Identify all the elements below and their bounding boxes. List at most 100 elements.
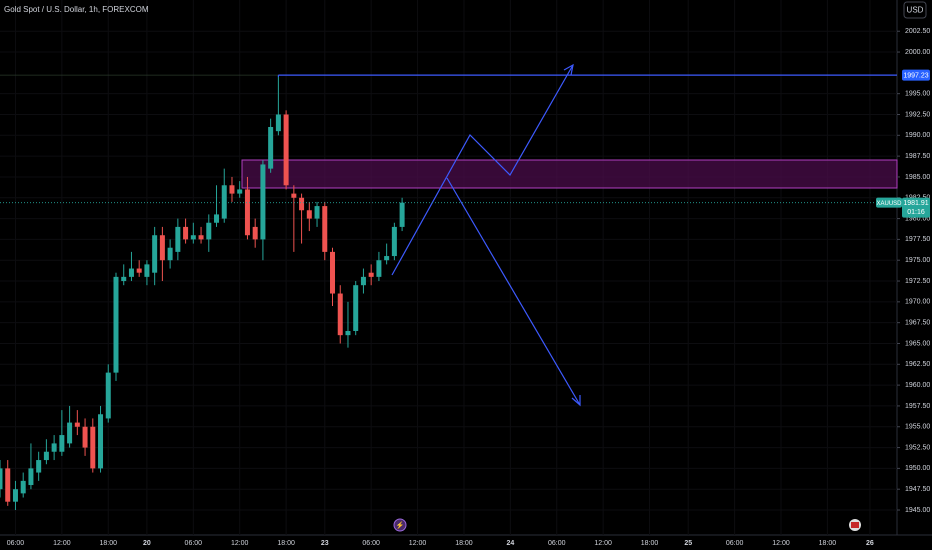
supply-zone [241,159,898,189]
candle-body [198,235,204,240]
y-tick-label: 1947.50 [905,486,930,493]
candle-body [90,426,96,469]
y-tick-label: 1972.50 [905,278,930,285]
x-tick-label: 12:00 [594,540,612,547]
candle-body [67,422,73,444]
arrow-head [563,63,574,76]
candle-body [322,206,328,252]
candle-body [105,372,111,419]
x-tick-label: 12:00 [409,540,427,547]
candle-body [51,443,57,452]
candle-body [82,426,88,448]
x-tick-label: 06:00 [185,540,203,547]
arrow-head [571,395,581,407]
candle-body [43,451,49,461]
candle-body [384,256,390,261]
y-tick-label: 1952.50 [905,444,930,451]
x-tick-label: 12:00 [772,540,790,547]
candle-body [20,480,26,494]
x-tick-label: 18:00 [277,540,295,547]
y-tick-label: 1987.50 [905,153,930,160]
y-tick-label: 2002.50 [905,28,930,35]
y-tick-label: 2000.00 [905,49,930,56]
high-level-badge [902,69,930,81]
candle-body [260,164,266,240]
candle-body [368,272,374,277]
y-tick-label: 1970.00 [905,299,930,306]
candle-body [159,235,165,261]
candle-body [237,189,243,194]
candle-body [330,251,336,294]
y-tick-label: 1967.50 [905,320,930,327]
candle-body [28,468,34,486]
x-tick-label: 06:00 [7,540,25,547]
candle-body [12,489,18,502]
candle-body [74,422,80,427]
countdown-label: 01:16 [907,209,925,216]
high-level-label: 1997.23 [903,72,928,79]
y-tick-label: 1950.00 [905,465,930,472]
x-tick-label: 26 [866,540,874,547]
y-tick-label: 1992.50 [905,111,930,118]
symbol-badge [876,197,902,208]
candle-body [221,185,227,219]
y-tick-label: 1965.00 [905,340,930,347]
candle-body [337,293,343,336]
flag-icon[interactable] [849,519,861,531]
x-tick-label: 06:00 [726,540,744,547]
y-tick-label: 1980.00 [905,215,930,222]
candle-body [376,260,382,277]
currency-button[interactable] [903,1,927,19]
candles [0,75,405,511]
x-tick-label: 20 [143,540,151,547]
y-tick-label: 1977.50 [905,236,930,243]
event-icon[interactable]: ⚡ [393,518,407,532]
x-tick-label: 24 [506,540,514,547]
candle-body [128,268,134,277]
x-tick-label: 25 [684,540,692,547]
candle-body [121,276,127,282]
candle-body [229,185,235,194]
currency-label[interactable]: USD [907,6,924,15]
candle-body [314,206,320,219]
x-tick-label: 06:00 [548,540,566,547]
x-tick-label: 18:00 [641,540,659,547]
x-tick-label: 23 [321,540,329,547]
candle-body [36,460,42,473]
candle-body [291,193,297,198]
candle-body [345,330,351,336]
bearish-path [446,177,581,406]
y-tick-label: 1985.00 [905,174,930,181]
candle-body [360,276,366,286]
y-tick-label: 1945.00 [905,507,930,514]
y-tick-label: 1960.00 [905,382,930,389]
candle-body [167,247,173,261]
y-tick-label: 1955.00 [905,424,930,431]
candle-body [299,197,305,211]
x-tick-label: 12:00 [53,540,71,547]
x-tick-label: 06:00 [362,540,380,547]
x-tick-label: 18:00 [455,540,473,547]
price-label: 1981.91 [903,200,928,207]
x-tick-label: 18:00 [99,540,117,547]
candle-body [353,285,359,331]
symbol-label: XAUUSD [876,201,902,207]
candle-body [183,226,189,240]
candle-body [268,126,274,169]
candle-body [136,268,142,273]
candle-body [399,202,405,227]
candle-body [5,468,11,502]
candle-body [252,226,258,240]
candle-body [306,210,312,219]
candle-body [152,235,158,273]
candle-body [214,214,220,223]
candle-body [190,235,196,240]
candle-body [59,435,65,452]
y-tick-label: 1995.00 [905,91,930,98]
candle-body [175,226,181,252]
chart-title: Gold Spot / U.S. Dollar, 1h, FOREXCOM [4,5,149,14]
candle-body [244,189,250,236]
x-tick-label: 12:00 [231,540,249,547]
candle-body [144,264,150,277]
